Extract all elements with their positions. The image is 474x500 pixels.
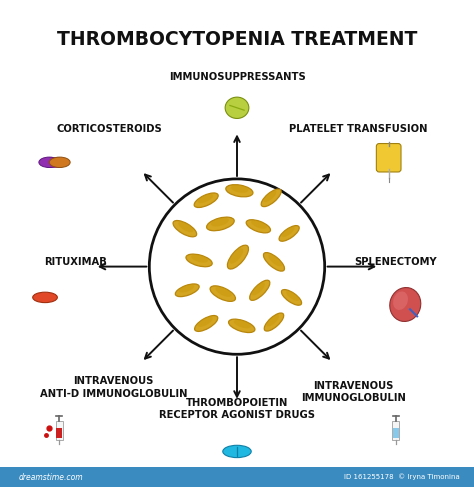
Text: THROMBOPOIETIN
RECEPTOR AGONIST DRUGS: THROMBOPOIETIN RECEPTOR AGONIST DRUGS <box>159 398 315 420</box>
Text: INTRAVENOUS
ANTI-D IMMUNOGLOBULIN: INTRAVENOUS ANTI-D IMMUNOGLOBULIN <box>40 376 188 398</box>
Text: SPLENECTOMY: SPLENECTOMY <box>355 257 437 267</box>
Ellipse shape <box>234 320 251 328</box>
Text: IMMUNOSUPPRESSANTS: IMMUNOSUPPRESSANTS <box>169 72 305 82</box>
Ellipse shape <box>282 227 295 237</box>
Ellipse shape <box>207 217 234 230</box>
Ellipse shape <box>175 284 199 296</box>
Ellipse shape <box>226 184 253 197</box>
Bar <box>56 428 62 438</box>
Ellipse shape <box>178 222 193 232</box>
Ellipse shape <box>264 252 284 271</box>
Ellipse shape <box>228 319 255 332</box>
Ellipse shape <box>268 254 282 266</box>
Ellipse shape <box>223 446 251 458</box>
Text: PLATELET TRANSFUSION: PLATELET TRANSFUSION <box>289 124 427 134</box>
Ellipse shape <box>261 189 281 206</box>
Circle shape <box>149 179 325 354</box>
Ellipse shape <box>225 97 249 118</box>
Ellipse shape <box>393 292 408 310</box>
Bar <box>56 420 63 440</box>
Ellipse shape <box>191 254 208 262</box>
Text: RITUXIMAB: RITUXIMAB <box>45 257 107 267</box>
Bar <box>392 420 399 440</box>
Ellipse shape <box>264 313 284 331</box>
Text: THROMBOCYTOPENIA TREATMENT: THROMBOCYTOPENIA TREATMENT <box>57 30 417 48</box>
Ellipse shape <box>252 282 265 296</box>
Text: INTRAVENOUS
IMMUNOGLOBULIN: INTRAVENOUS IMMUNOGLOBULIN <box>301 381 406 404</box>
Ellipse shape <box>186 254 212 266</box>
Ellipse shape <box>231 185 248 193</box>
Text: CORTICOSTEROIDS: CORTICOSTEROIDS <box>56 124 162 134</box>
FancyBboxPatch shape <box>376 144 401 172</box>
Ellipse shape <box>282 290 301 305</box>
Ellipse shape <box>251 220 267 229</box>
Ellipse shape <box>198 194 213 203</box>
Ellipse shape <box>215 287 232 297</box>
Bar <box>393 428 399 438</box>
Ellipse shape <box>390 288 421 322</box>
Ellipse shape <box>194 193 218 208</box>
Ellipse shape <box>210 286 236 302</box>
Ellipse shape <box>33 292 57 302</box>
Ellipse shape <box>286 291 299 301</box>
Ellipse shape <box>49 157 70 168</box>
Ellipse shape <box>229 248 243 264</box>
Ellipse shape <box>211 218 229 226</box>
Ellipse shape <box>246 220 271 233</box>
Ellipse shape <box>179 284 194 292</box>
Bar <box>49 157 60 168</box>
Ellipse shape <box>266 315 279 326</box>
Bar <box>0 467 474 487</box>
Ellipse shape <box>195 316 218 332</box>
Text: ID 161255178  © Iryna Timonina: ID 161255178 © Iryna Timonina <box>344 474 460 480</box>
Ellipse shape <box>264 190 276 202</box>
Ellipse shape <box>39 157 60 168</box>
Ellipse shape <box>173 220 197 237</box>
Ellipse shape <box>198 316 213 327</box>
Text: dreamstime.com: dreamstime.com <box>19 472 83 482</box>
Ellipse shape <box>250 280 270 300</box>
Ellipse shape <box>228 245 248 269</box>
Ellipse shape <box>279 226 299 241</box>
